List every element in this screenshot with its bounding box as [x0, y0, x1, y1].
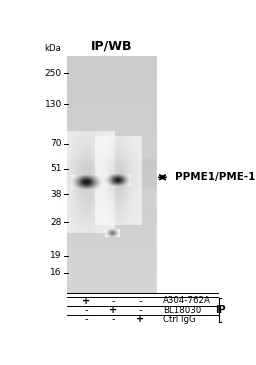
Text: -: -	[138, 296, 142, 306]
Text: 130: 130	[45, 100, 62, 109]
Text: 19: 19	[50, 251, 62, 261]
Text: -: -	[85, 314, 88, 324]
Text: BL18030: BL18030	[163, 306, 201, 315]
Text: PPME1/PME-1: PPME1/PME-1	[175, 172, 255, 182]
Text: IP: IP	[215, 305, 226, 315]
Text: 16: 16	[50, 268, 62, 277]
Text: 51: 51	[50, 164, 62, 173]
Text: kDa: kDa	[44, 44, 61, 53]
Text: 70: 70	[50, 139, 62, 148]
Text: -: -	[85, 305, 88, 315]
Text: 250: 250	[45, 69, 62, 78]
Text: -: -	[112, 296, 115, 306]
Text: -: -	[138, 305, 142, 315]
Bar	[67, 57, 156, 292]
Text: +: +	[109, 305, 118, 315]
Text: Ctrl IgG: Ctrl IgG	[163, 315, 196, 324]
Text: +: +	[136, 314, 144, 324]
Text: +: +	[82, 296, 91, 306]
Text: -: -	[112, 314, 115, 324]
Text: IP/WB: IP/WB	[91, 39, 132, 52]
Text: 38: 38	[50, 190, 62, 199]
Text: 28: 28	[50, 218, 62, 227]
Text: A304-762A: A304-762A	[163, 296, 211, 306]
